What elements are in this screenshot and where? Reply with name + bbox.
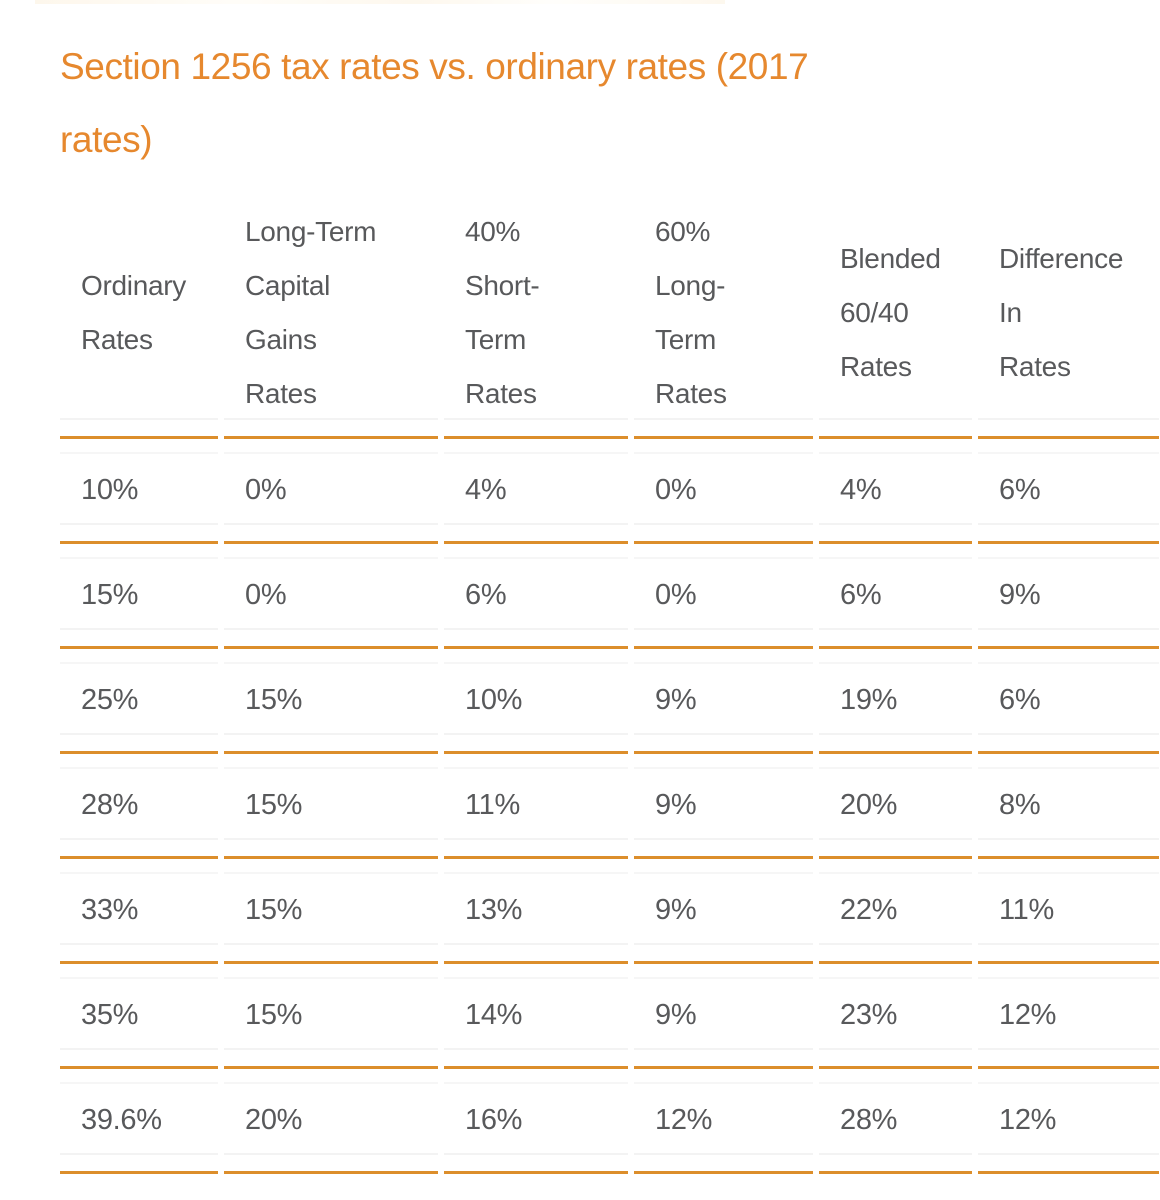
table-cell-r6-c1: 35% <box>60 964 218 1069</box>
table-cell-r1-c5: 4% <box>819 439 972 544</box>
table-cell-r6-c6: 12% <box>978 964 1159 1069</box>
table-cell-r7-c1: 39.6% <box>60 1069 218 1174</box>
table-cell-r1-c1: 10% <box>60 439 218 544</box>
table-cell-r5-c2: 15% <box>224 859 438 964</box>
table-cell-r2-c6: 9% <box>978 544 1159 649</box>
page-title: Section 1256 tax rates vs. ordinary rate… <box>60 45 809 160</box>
table-cell-r2-c4: 0% <box>634 544 813 649</box>
table-cell-r4-c1: 28% <box>60 754 218 859</box>
table-cell-r7-c5: 28% <box>819 1069 972 1174</box>
table-cell-r6-c5: 23% <box>819 964 972 1069</box>
column-header-6: Difference In Rates <box>978 190 1159 439</box>
section-1256-rates-table: Ordinary Rates Long-Term Capital Gains Ra… <box>60 190 1159 1174</box>
table-cell-r3-c2: 15% <box>224 649 438 754</box>
table-cell-r3-c5: 19% <box>819 649 972 754</box>
column-header-4: 60% Long- Term Rates <box>634 190 813 439</box>
table-cell-r3-c3: 10% <box>444 649 628 754</box>
table-cell-r5-c6: 11% <box>978 859 1159 964</box>
table-cell-r7-c6: 12% <box>978 1069 1159 1174</box>
table-cell-r6-c4: 9% <box>634 964 813 1069</box>
table-cell-r1-c2: 0% <box>224 439 438 544</box>
table-cell-r4-c2: 15% <box>224 754 438 859</box>
table-cell-r6-c3: 14% <box>444 964 628 1069</box>
cropped-text-artifact <box>35 0 725 4</box>
table-cell-r7-c2: 20% <box>224 1069 438 1174</box>
table-cell-r1-c6: 6% <box>978 439 1159 544</box>
table-cell-r2-c2: 0% <box>224 544 438 649</box>
table-cell-r4-c5: 20% <box>819 754 972 859</box>
table-cell-r3-c1: 25% <box>60 649 218 754</box>
table-cell-r5-c5: 22% <box>819 859 972 964</box>
table-cell-r1-c4: 0% <box>634 439 813 544</box>
table-cell-r4-c4: 9% <box>634 754 813 859</box>
table-cell-r2-c1: 15% <box>60 544 218 649</box>
table-cell-r3-c6: 6% <box>978 649 1159 754</box>
table-cell-r1-c3: 4% <box>444 439 628 544</box>
table-cell-r2-c3: 6% <box>444 544 628 649</box>
table-cell-r5-c3: 13% <box>444 859 628 964</box>
table-cell-r7-c3: 16% <box>444 1069 628 1174</box>
column-header-5: Blended 60/40 Rates <box>819 190 972 439</box>
column-header-1: Ordinary Rates <box>60 190 218 439</box>
table-cell-r5-c4: 9% <box>634 859 813 964</box>
table-cell-r2-c5: 6% <box>819 544 972 649</box>
table-cell-r3-c4: 9% <box>634 649 813 754</box>
table-cell-r4-c6: 8% <box>978 754 1159 859</box>
column-header-2: Long-Term Capital Gains Rates <box>224 190 438 439</box>
table-cell-r5-c1: 33% <box>60 859 218 964</box>
table-cell-r4-c3: 11% <box>444 754 628 859</box>
table-cell-r7-c4: 12% <box>634 1069 813 1174</box>
column-header-3: 40% Short- Term Rates <box>444 190 628 439</box>
table-cell-r6-c2: 15% <box>224 964 438 1069</box>
